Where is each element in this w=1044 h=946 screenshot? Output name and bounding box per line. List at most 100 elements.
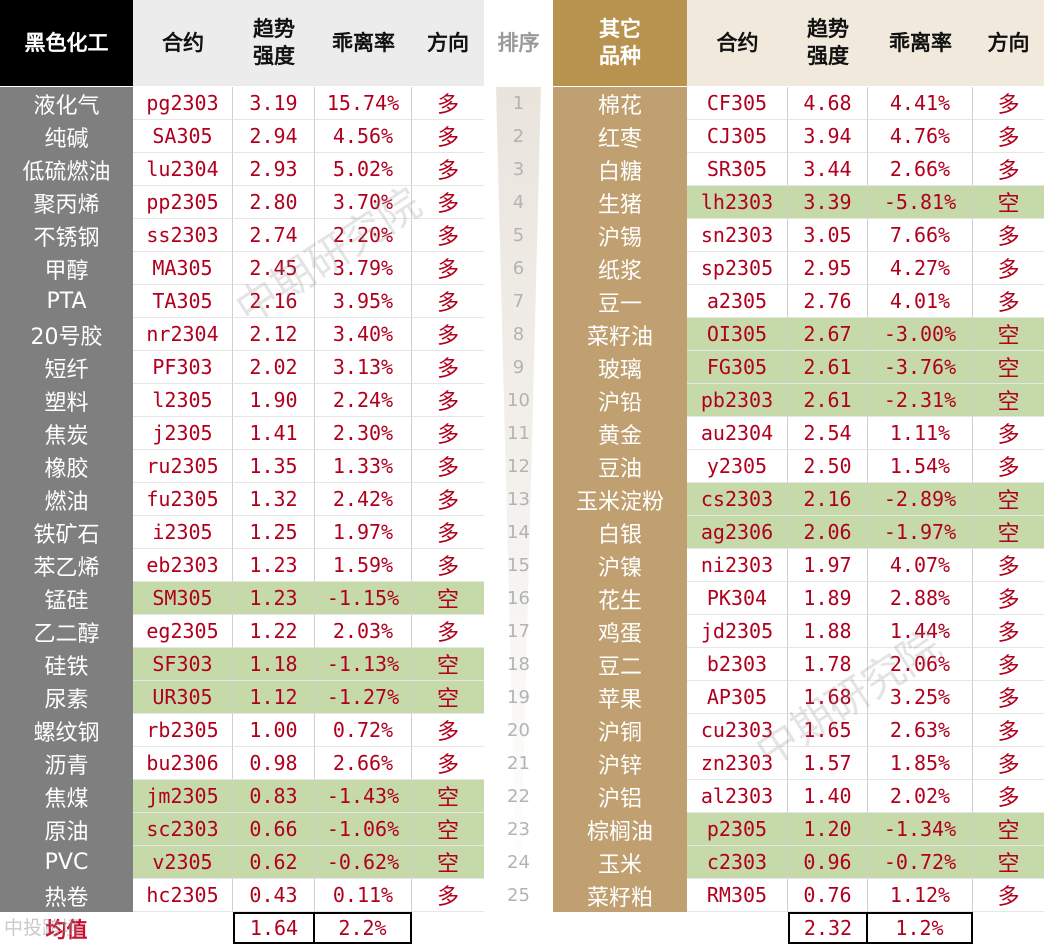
left-row-trend: 2.45	[233, 252, 315, 285]
rank-number: 1	[512, 93, 525, 114]
right-row-deviation: 4.01%	[868, 285, 973, 318]
left-row-contract: eb2303	[133, 549, 233, 582]
rank-number: 6	[512, 258, 525, 279]
right-average-deviation: 1.2%	[868, 912, 973, 944]
left-row-deviation: 3.70%	[315, 186, 412, 219]
right-row-direction: 空	[973, 351, 1044, 384]
right-row-contract: PK304	[687, 582, 788, 615]
right-row-name: 玻璃	[597, 357, 642, 383]
left-row-contract: pg2303	[133, 87, 233, 120]
right-row-contract: p2305	[687, 813, 788, 846]
right-row-deviation: -3.00%	[868, 318, 973, 351]
right-row-name: 玉米淀粉	[575, 489, 664, 515]
rank-number: 25	[507, 885, 530, 906]
left-row-contract: PF303	[133, 351, 233, 384]
header-direction: 方向	[412, 0, 484, 86]
right-row-name: 黄金	[597, 423, 642, 449]
rank-number: 19	[507, 687, 530, 708]
right-row-trend: 2.50	[788, 450, 868, 483]
right-row-name: 红枣	[597, 126, 642, 152]
left-row-direction: 多	[412, 450, 484, 483]
right-row-direction: 多	[973, 252, 1044, 285]
header-contract: 合约	[687, 0, 788, 86]
left-row-trend: 2.93	[233, 153, 315, 186]
right-row-name: 纸浆	[597, 258, 642, 284]
left-row-direction: 多	[412, 87, 484, 120]
right-row-name: 苹果	[597, 687, 642, 713]
right-row-direction: 多	[973, 615, 1044, 648]
right-row-direction: 空	[973, 483, 1044, 516]
right-row-deviation: 2.02%	[868, 780, 973, 813]
right-row-contract: au2304	[687, 417, 788, 450]
left-row-contract: rb2305	[133, 714, 233, 747]
left-row-deviation: 0.11%	[315, 879, 412, 912]
left-row-contract: v2305	[133, 846, 233, 879]
left-row-name: 聚丙烯	[33, 192, 100, 218]
right-row-contract: FG305	[687, 351, 788, 384]
rank-number: 15	[507, 555, 530, 576]
right-row-name: 沪铜	[597, 720, 642, 746]
left-row-name: 液化气	[33, 93, 100, 119]
right-row-direction: 多	[973, 780, 1044, 813]
left-row-deviation: 2.24%	[315, 384, 412, 417]
right-row-deviation: 1.85%	[868, 747, 973, 780]
left-row-direction: 多	[412, 516, 484, 549]
right-row-contract: jd2305	[687, 615, 788, 648]
left-row-direction: 空	[412, 681, 484, 714]
right-row-name: 豆油	[597, 456, 642, 482]
left-row-trend: 1.35	[233, 450, 315, 483]
right-row-name: 鸡蛋	[597, 621, 642, 647]
left-row-name: 原油	[44, 819, 89, 845]
rank-number: 9	[512, 357, 525, 378]
left-row-deviation: -1.06%	[315, 813, 412, 846]
right-row-contract: al2303	[687, 780, 788, 813]
right-row-name: 沪锡	[597, 225, 642, 251]
header-right-title: 其它 品种	[553, 0, 687, 86]
left-row-direction: 空	[412, 780, 484, 813]
left-row-deviation: 0.72%	[315, 714, 412, 747]
right-row-deviation: -2.89%	[868, 483, 973, 516]
left-row-name: 铁矿石	[33, 522, 100, 548]
left-row-name: 硅铁	[44, 654, 89, 680]
left-row-direction: 多	[412, 417, 484, 450]
right-row-trend: 3.05	[788, 219, 868, 252]
left-row-name: 燃油	[44, 489, 89, 515]
left-row-name: 螺纹钢	[33, 720, 100, 746]
left-row-contract: MA305	[133, 252, 233, 285]
left-row-deviation: 15.74%	[315, 87, 412, 120]
right-row-direction: 空	[973, 846, 1044, 879]
rank-number: 14	[507, 522, 530, 543]
left-row-direction: 多	[412, 351, 484, 384]
header-right-title-line2: 品种	[599, 44, 641, 68]
header-trend-line1: 趋势	[253, 17, 295, 41]
right-row-direction: 空	[973, 384, 1044, 417]
right-row-name: 菜籽油	[586, 324, 653, 350]
header-trend-strength: 趋势 强度	[788, 0, 868, 86]
right-row-contract: cs2303	[687, 483, 788, 516]
left-row-deviation: 1.97%	[315, 516, 412, 549]
left-row-name: 20号胶	[30, 324, 103, 350]
right-row-contract: ag2306	[687, 516, 788, 549]
right-row-deviation: 2.63%	[868, 714, 973, 747]
right-row-trend: 1.88	[788, 615, 868, 648]
header-right-title-line1: 其它	[599, 17, 641, 41]
left-row-direction: 多	[412, 186, 484, 219]
right-row-trend: 1.20	[788, 813, 868, 846]
left-row-trend: 3.19	[233, 87, 315, 120]
right-row-deviation: 1.12%	[868, 879, 973, 912]
rank-number: 13	[507, 489, 530, 510]
left-row-trend: 1.12	[233, 681, 315, 714]
rank-number: 4	[512, 192, 525, 213]
left-row-contract: bu2306	[133, 747, 233, 780]
left-row-name: 纯碱	[44, 126, 89, 152]
left-row-direction: 空	[412, 813, 484, 846]
right-row-trend: 2.61	[788, 351, 868, 384]
left-row-contract: j2305	[133, 417, 233, 450]
left-row-trend: 0.43	[233, 879, 315, 912]
rank-number: 3	[512, 159, 525, 180]
left-row-direction: 多	[412, 483, 484, 516]
right-row-trend: 3.39	[788, 186, 868, 219]
left-row-direction: 多	[412, 747, 484, 780]
left-row-name: 乙二醇	[33, 621, 100, 647]
right-row-trend: 4.68	[788, 87, 868, 120]
